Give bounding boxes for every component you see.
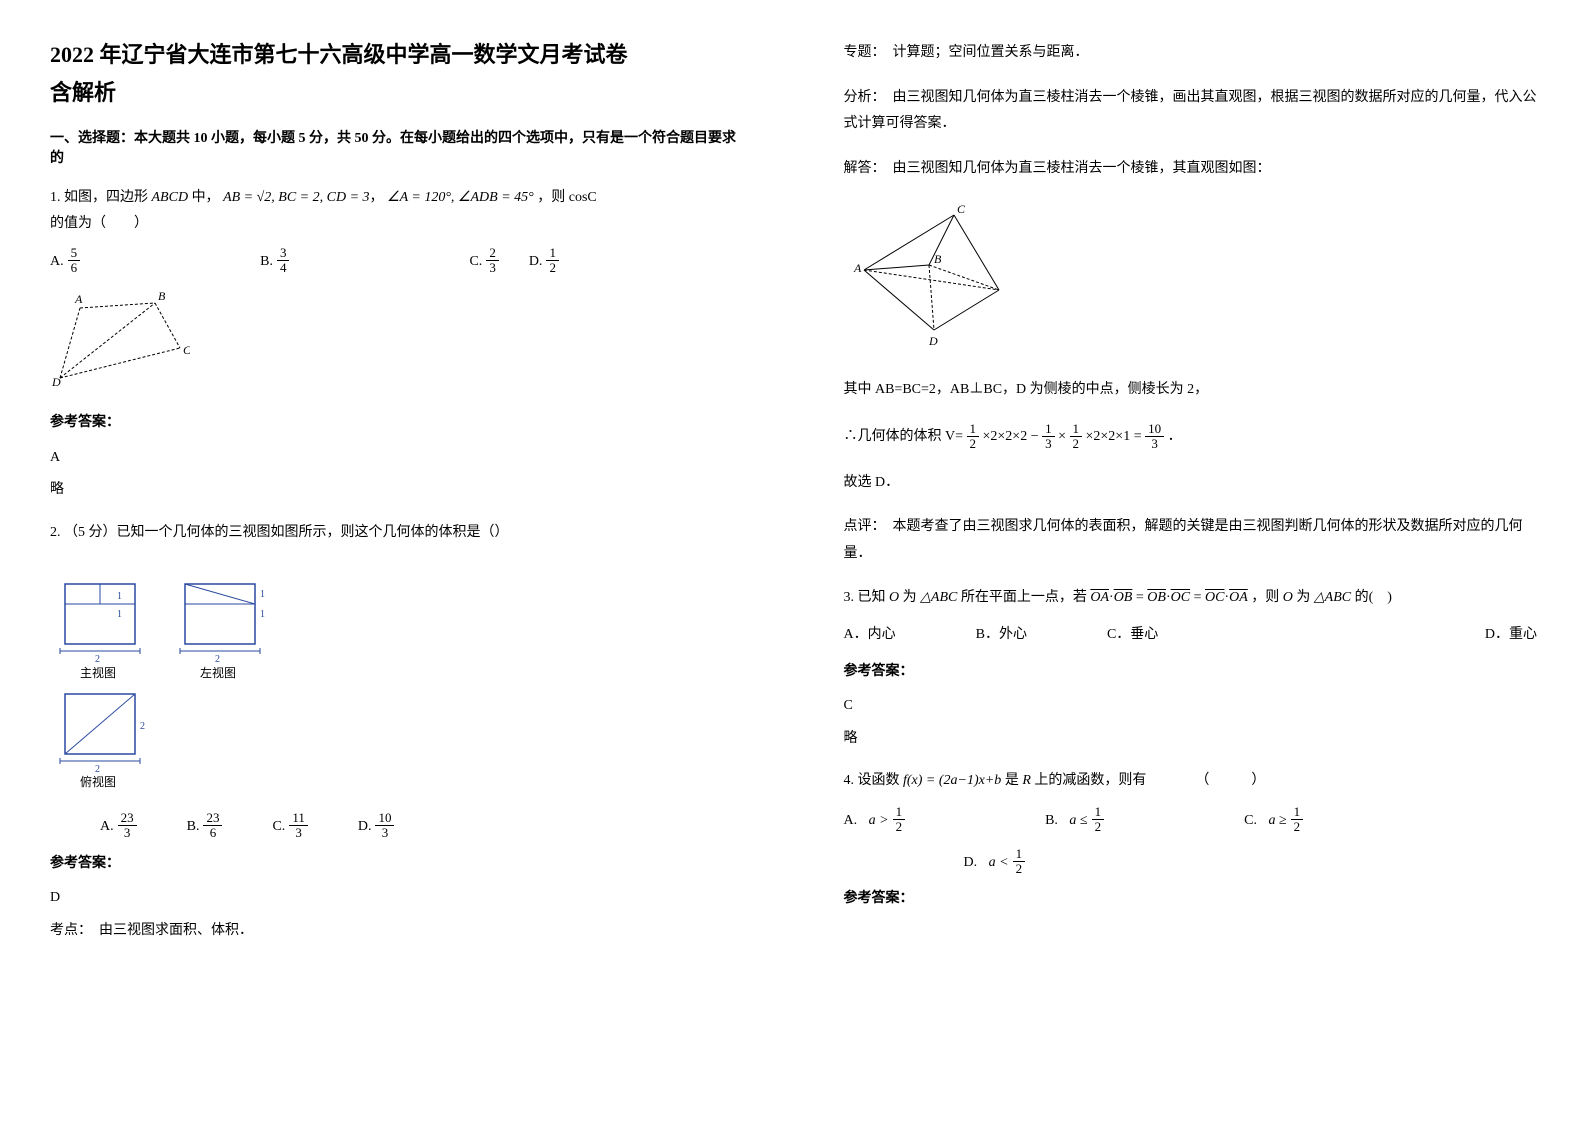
page-title: 2022 年辽宁省大连市第七十六高级中学高一数学文月考试卷 <box>50 40 744 71</box>
q2-option-b: B. 236 <box>187 811 223 841</box>
q2-three-views: 2 1 1 主视图 2 1 1 左视图 2 <box>50 559 744 800</box>
q3-option-c: C．垂心 <box>1107 622 1158 649</box>
q3-answer-label: 参考答案： <box>844 659 1538 686</box>
left-column: 2022 年辽宁省大连市第七十六高级中学高一数学文月考试卷 含解析 一、选择题：… <box>0 0 794 1122</box>
svg-text:1: 1 <box>117 609 122 620</box>
q4-option-a: A. a > 12 <box>844 805 906 835</box>
svg-text:2: 2 <box>95 764 100 775</box>
q4-answer-label: 参考答案： <box>844 886 1538 913</box>
svg-text:2: 2 <box>215 654 220 665</box>
svg-text:1: 1 <box>260 589 265 600</box>
q2-option-c: C. 113 <box>272 811 307 841</box>
q2-option-d: D. 103 <box>358 811 395 841</box>
volume-calc: ∴几何体的体积 V= 12 ×2×2×2 − 13 × 12 ×2×2×1 = … <box>844 422 1538 452</box>
section-1-header: 一、选择题：本大题共 10 小题，每小题 5 分，共 50 分。在每小题给出的四… <box>50 127 744 167</box>
q1-answer-label: 参考答案： <box>50 410 744 437</box>
q1-option-b: B. 34 <box>260 246 289 276</box>
svg-text:C: C <box>957 202 966 216</box>
q4-option-c: C. a ≥ 12 <box>1244 805 1303 835</box>
svg-text:俯视图: 俯视图 <box>80 774 116 789</box>
svg-text:2: 2 <box>95 654 100 665</box>
q1-brief: 略 <box>50 477 744 504</box>
q4-option-b: B. a ≤ 12 <box>1045 805 1104 835</box>
fenxi: 分析： 由三视图知几何体为直三棱柱消去一个棱锥，画出其直观图，根据三视图的数据所… <box>844 85 1538 138</box>
q2-kaodian: 考点： 由三视图求面积、体积． <box>50 918 744 945</box>
svg-text:A: A <box>74 292 83 306</box>
svg-text:B: B <box>934 252 942 266</box>
q3-text: 3. 已知 O 为 △ABC 所在平面上一点，若 OA·OB = OB·OC =… <box>844 590 1392 605</box>
question-2: 2. （5 分）已知一个几何体的三视图如图所示，则这个几何体的体积是（） 2 1… <box>50 520 744 945</box>
q2-options: A. 233 B. 236 C. 113 D. 103 <box>100 811 744 841</box>
solution-diagram: A B C D <box>844 200 1538 365</box>
svg-text:D: D <box>928 334 938 348</box>
jieda-head: 解答： 由三视图知几何体为直三棱柱消去一个棱锥，其直观图如图： <box>844 156 1538 183</box>
question-1: 1. 如图，四边形 ABCD 中， AB = √2, BC = 2, CD = … <box>50 185 744 504</box>
q1-text: 1. 如图，四边形 ABCD 中， AB = √2, BC = 2, CD = … <box>50 190 597 205</box>
q1-option-d: D. 12 <box>529 246 559 276</box>
q1-options: A. 56 B. 34 C. 23 D. 12 <box>50 246 744 276</box>
q3-option-d: D．重心 <box>1485 622 1537 649</box>
q3-option-a: A．内心 <box>844 622 896 649</box>
q3-option-b: B．外心 <box>976 622 1027 649</box>
svg-text:C: C <box>183 343 190 357</box>
svg-text:A: A <box>853 261 862 275</box>
q2-answer: D <box>50 885 744 912</box>
zhuanti: 专题： 计算题；空间位置关系与距离． <box>844 40 1538 67</box>
svg-text:1: 1 <box>117 591 122 602</box>
q4-options-row2: D. a < 12 <box>964 847 1538 877</box>
question-4: 4. 设函数 f(x) = (2a−1)x+b 是 R 上的减函数，则有 （ ）… <box>844 768 1538 912</box>
q3-options: A．内心 B．外心 C．垂心 D．重心 <box>844 622 1538 649</box>
q3-brief: 略 <box>844 726 1538 753</box>
svg-text:左视图: 左视图 <box>200 665 236 680</box>
question-3: 3. 已知 O 为 △ABC 所在平面上一点，若 OA·OB = OB·OC =… <box>844 585 1538 752</box>
q4-option-d: D. a < 12 <box>964 847 1026 877</box>
q1-option-c: C. 23 <box>469 246 498 276</box>
q1-answer: A <box>50 445 744 472</box>
right-column: 专题： 计算题；空间位置关系与距离． 分析： 由三视图知几何体为直三棱柱消去一个… <box>794 0 1587 1122</box>
q2-text: 2. （5 分）已知一个几何体的三视图如图所示，则这个几何体的体积是（） <box>50 520 744 547</box>
q2-answer-label: 参考答案： <box>50 851 744 878</box>
svg-text:2: 2 <box>140 721 145 732</box>
page-subtitle: 含解析 <box>50 75 744 107</box>
svg-text:B: B <box>158 289 166 303</box>
q4-options-row1: A. a > 12 B. a ≤ 12 C. a ≥ 12 <box>844 805 1538 835</box>
svg-text:D: D <box>51 375 61 388</box>
q3-answer: C <box>844 693 1538 720</box>
svg-text:1: 1 <box>260 609 265 620</box>
dianping: 点评： 本题考查了由三视图求几何体的表面积，解题的关键是由三视图判断几何体的形状… <box>844 514 1538 567</box>
guxuan: 故选 D． <box>844 470 1538 497</box>
svg-text:主视图: 主视图 <box>80 665 116 680</box>
q4-text: 4. 设函数 f(x) = (2a−1)x+b 是 R 上的减函数，则有 （ ） <box>844 773 1266 788</box>
q2-option-a: A. 233 <box>100 811 137 841</box>
desc: 其中 AB=BC=2，AB⊥BC，D 为侧棱的中点，侧棱长为 2， <box>844 377 1538 404</box>
q1-diagram: A B C D <box>50 288 744 399</box>
q1-line2: 的值为（ ） <box>50 211 744 238</box>
q1-option-a: A. 56 <box>50 246 80 276</box>
